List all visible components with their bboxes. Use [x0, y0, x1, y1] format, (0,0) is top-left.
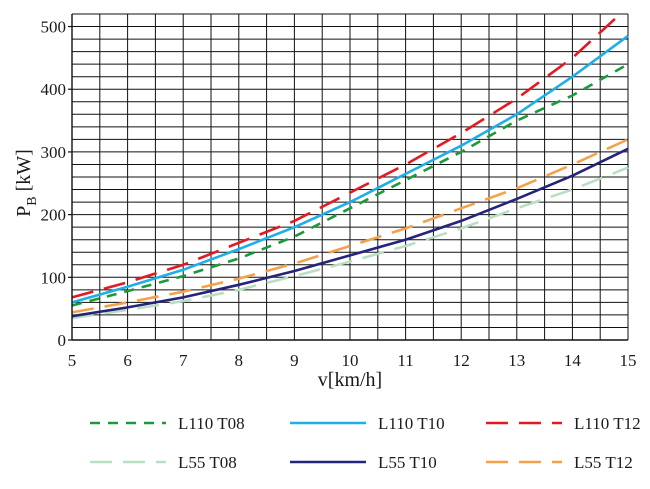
y-tick-label: 100: [41, 268, 67, 287]
legend-label: L110 T12: [574, 414, 641, 433]
series-line-l110-t12: [71, 16, 618, 299]
x-tick-label: 7: [179, 351, 188, 370]
series-layer: [71, 16, 629, 320]
y-tick-label: 400: [41, 80, 67, 99]
x-tick-label: 6: [123, 351, 132, 370]
y-tick-label: 500: [41, 18, 67, 37]
grid: [72, 13, 629, 340]
y-axis-title-subscript: B: [25, 196, 40, 205]
x-tick-label: 14: [564, 351, 582, 370]
y-tick-label: 300: [41, 143, 67, 162]
x-axis-title: v[km/h]: [318, 369, 382, 391]
y-tick-label: 200: [41, 206, 67, 225]
x-tick-label: 13: [508, 351, 525, 370]
legend-label: L55 T12: [574, 453, 633, 472]
y-axis-title-main: P: [13, 206, 35, 217]
legend-label: L110 T08: [178, 414, 245, 433]
x-tick-label: 11: [397, 351, 413, 370]
y-tick-label: 0: [58, 331, 67, 350]
x-tick-label: 5: [68, 351, 77, 370]
x-tick-label: 10: [342, 351, 359, 370]
legend-label: L55 T08: [178, 453, 237, 472]
y-axis-title-unit: [kW]: [13, 149, 35, 196]
x-tick-label: 9: [290, 351, 299, 370]
x-tick-label: 8: [235, 351, 244, 370]
series-line-l55-t10: [71, 147, 629, 318]
axes: 5 6 7 8 9 10 11 12 13 14 15 0 100 200 300 400 500 v[km/h]…: [13, 14, 637, 391]
x-tick-label: 12: [453, 351, 470, 370]
y-axis-title: PB [kW]: [13, 149, 40, 217]
series-line-l55-t08: [71, 166, 629, 320]
legend-label: L55 T10: [378, 453, 437, 472]
legend: L110 T08 L110 T10 L110 T12 L55 T08 L55 T10 L5…: [90, 414, 641, 472]
series-line-l110-t10: [71, 34, 629, 304]
series-line-l55-t12: [71, 138, 629, 314]
x-tick-label: 15: [620, 351, 637, 370]
legend-label: L110 T10: [378, 414, 445, 433]
series-line-l110-t08: [71, 63, 629, 307]
